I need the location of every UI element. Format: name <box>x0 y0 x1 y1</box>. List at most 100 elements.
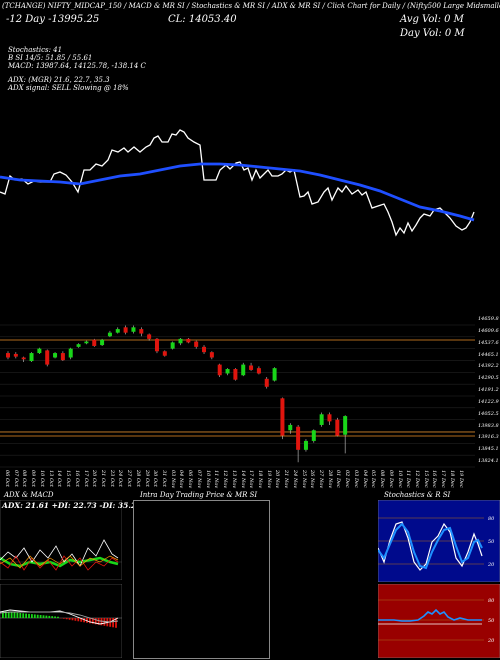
date-tick-label: 13 Nov <box>230 470 237 489</box>
date-tick-label: 12 Nov <box>222 470 229 489</box>
macd-bar <box>112 618 114 628</box>
date-tick-label: 20 Nov <box>274 470 281 489</box>
macd-bar <box>94 618 97 625</box>
date-tick-label: 14 Nov <box>239 470 246 489</box>
avg-vol-label: Avg Vol: 0 M <box>400 14 464 25</box>
date-tick-label: 11 Dec <box>405 470 412 488</box>
candle-body <box>131 327 136 332</box>
price-tick-label: 14465.1 <box>478 351 499 358</box>
price-tick-label: 13983.8 <box>478 422 499 429</box>
mr-blue-line <box>378 608 482 622</box>
candle-body <box>123 327 128 333</box>
date-tick-label: 11 Nov <box>213 470 220 489</box>
candlestick-chart[interactable] <box>0 318 500 468</box>
candles <box>6 325 348 463</box>
macd-bar <box>91 618 94 624</box>
stoch-axis-80: 80 <box>488 516 495 522</box>
date-tick-label: 06 Oct <box>4 470 10 487</box>
candle-body <box>256 368 261 374</box>
macd-bar <box>48 615 51 618</box>
adx-green-line <box>0 556 119 568</box>
price-ma-line-chart[interactable] <box>0 100 500 260</box>
macd-bar <box>13 612 16 618</box>
date-tick-label: 13 Oct <box>47 470 54 487</box>
candle-body <box>45 350 50 365</box>
macd-bar <box>10 612 13 618</box>
candle-body <box>202 346 207 353</box>
mr-panel[interactable] <box>378 584 500 658</box>
macd-bar <box>42 615 45 618</box>
adx-panel[interactable] <box>0 500 122 580</box>
date-tick-label: 26 Nov <box>309 470 316 489</box>
candle-body <box>264 378 269 387</box>
mr-axis-50: 50 <box>488 618 495 624</box>
date-tick-label: 19 Nov <box>265 470 272 489</box>
candle-body <box>60 353 65 361</box>
date-tick-label: 27 Oct <box>126 470 133 487</box>
date-tick-label: 16 Dec <box>431 470 438 488</box>
macd-bar <box>36 614 39 618</box>
date-tick-label: 14 Oct <box>56 470 63 487</box>
intraday-title: Intra Day Trading Price & MR SI <box>140 491 258 499</box>
date-tick-label: 31 Oct <box>161 470 167 487</box>
price-tick-label: 14290.5 <box>478 375 499 382</box>
date-tick-label: 30 Oct <box>152 470 159 487</box>
macd-bar <box>54 616 56 618</box>
macd-bar <box>65 618 68 620</box>
stochastics-readout: Stochastics: 41 <box>8 46 63 54</box>
macd-bar <box>97 618 100 625</box>
candle-body <box>139 329 144 334</box>
macd-bar <box>2 611 4 618</box>
candle-body <box>53 353 58 358</box>
date-tick-label: 21 Oct <box>99 470 106 487</box>
macd-panel[interactable] <box>0 584 122 658</box>
macd-bar <box>25 613 27 618</box>
stoch-axis-20: 20 <box>488 562 495 568</box>
candle-body <box>296 426 301 450</box>
price-tick-label: 14122.9 <box>478 398 499 405</box>
macd-bar <box>33 614 36 618</box>
mr-axis-20: 20 <box>488 638 495 644</box>
macd-bar <box>22 613 25 618</box>
date-tick-label: 18 Nov <box>256 470 263 489</box>
candle-body <box>178 338 183 344</box>
price-tick-label: 14052.5 <box>478 410 499 417</box>
left-value: -12 Day -13995.25 <box>6 14 100 25</box>
stochastics-panel[interactable] <box>378 500 500 582</box>
candle-body <box>343 416 348 435</box>
stoch-d-line <box>378 522 483 570</box>
candle-body <box>13 353 18 357</box>
price-tick-label: 14609.6 <box>478 327 499 334</box>
date-tick-label: 24 Nov <box>291 470 298 489</box>
candle-body <box>154 338 159 352</box>
candle-body <box>84 341 89 344</box>
date-tick-label: 19 Dec <box>457 470 464 488</box>
date-tick-label: 12 Dec <box>413 470 420 488</box>
candle-body <box>303 440 308 450</box>
header-strip: (TCHANGE) NIFTY_MIDCAP_150 / MACD & MR S… <box>2 2 500 10</box>
macd-bar <box>7 611 10 618</box>
date-tick-label: 18 Dec <box>448 470 455 488</box>
macd-bar <box>57 616 59 618</box>
candle-body <box>76 344 81 347</box>
moving-average-line <box>0 162 475 222</box>
candle-body <box>21 357 26 360</box>
macd-bar <box>31 614 33 618</box>
adx-red-line <box>0 555 119 571</box>
macd-bar <box>77 618 80 622</box>
candle-body <box>107 332 112 337</box>
candle-body <box>68 348 73 358</box>
intraday-panel[interactable] <box>133 500 270 659</box>
price-tick-label: 14392.2 <box>478 363 499 370</box>
candle-body <box>194 341 199 347</box>
macd-bar <box>51 616 54 618</box>
date-tick-label: 27 Nov <box>318 470 324 489</box>
macd-bar <box>45 615 48 618</box>
price-line <box>0 129 475 237</box>
macd-bar <box>16 612 19 618</box>
stoch-axis-50: 50 <box>488 539 495 545</box>
adx-orange-line <box>0 555 119 569</box>
date-tick-label: 07 Nov <box>195 470 202 489</box>
price-tick-label: 13916.3 <box>478 434 499 441</box>
date-tick-label: 02 Dec <box>344 470 351 488</box>
